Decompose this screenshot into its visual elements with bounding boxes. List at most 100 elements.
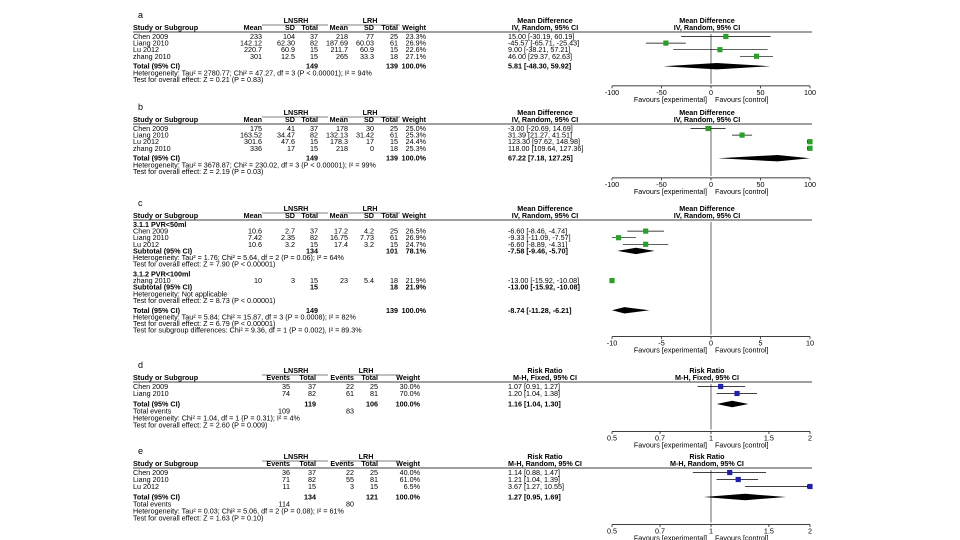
effect-estimate-ci: -3.00 [-20.69, 14.69] [508,124,573,133]
study-label: Total (95% CI) [133,154,181,163]
panel-letter: b [138,102,143,112]
footnote: Heterogeneity: Tau² = 2780.77; Chi² = 47… [133,68,372,77]
row-cell: 37 [310,227,318,236]
row-cell: 25 [370,468,378,477]
study-label: Liang 2010 [133,39,169,48]
study-estimate-square [735,476,741,483]
study-label: Chen 2009 [133,382,168,391]
col-header-total: Total [301,211,318,220]
row-cell: 178 [336,124,348,133]
x-tick-label: 100 [804,180,816,189]
row-cell: 34.47 [277,131,295,140]
row-cell: 6.5% [404,482,421,491]
effect-estimate-ci: 31.39 [21.27, 41.51] [508,131,572,140]
row-cell: 82 [310,39,318,48]
study-label: Liang 2010 [133,475,169,484]
favours-control-label: Favours [control] [715,95,769,104]
row-cell: 26.9% [406,39,427,48]
row-cell: 3.2 [364,240,374,249]
row-cell: 163.52 [240,131,262,140]
footnote: Heterogeneity: Tau² = 3678.87; Chi² = 23… [133,160,376,169]
pooled-diamond [612,307,650,314]
ctl-group-header: LRH [363,16,378,25]
row-cell: 100.0% [396,400,421,409]
footnote: Test for overall effect: Z = 8.73 (P < 0… [133,296,275,305]
row-cell: 106 [366,400,378,409]
x-tick-label: 2 [808,527,812,536]
col-header-weight: Total [361,373,378,382]
study-label: Chen 2009 [133,32,168,41]
x-tick-label: -50 [656,180,666,189]
study-estimate-square [643,241,649,247]
pooled-diamond [703,493,786,501]
row-cell: 22 [346,382,354,391]
favours-control-label: Favours [control] [715,187,769,196]
subgroup-heading: 3.1.2 PVR<100ml [133,270,190,279]
row-cell: 15 [390,45,398,54]
study-label: Lu 2012 [133,482,159,491]
panel-letter: a [138,10,143,20]
footnote: Heterogeneity: Tau² = 5.84; Chi² = 15.87… [133,312,356,321]
study-estimate-square [807,483,813,490]
forest-panel-a: a LNSRH LRH Mean Difference Mean Difference S… [133,10,816,104]
x-tick-label: 0.5 [607,527,617,536]
favours-control-label: Favours [control] [715,534,769,540]
col-header-mean: Events [266,459,290,468]
row-cell: 100.0% [396,493,421,502]
x-tick-label: 100 [804,88,816,97]
study-label: Liang 2010 [133,233,169,242]
effect-estimate-ci: 1.14 [0.88, 1.47] [508,468,560,477]
row-cell: 17.2 [334,227,348,236]
row-cell: 22.6% [406,45,427,54]
row-cell: 18 [390,144,398,153]
x-tick-label: 0 [709,88,713,97]
effect-estimate-ci: -9.33 [-11.09, -7.57] [508,233,571,242]
col-header-mean: Mean [330,115,348,124]
row-cell: 3 [291,276,295,285]
row-cell: 62.30 [277,39,295,48]
row-cell: 134 [306,246,318,255]
row-cell: 26.5% [406,227,427,236]
row-cell: 15 [310,45,318,54]
subgroup-heading: 3.1.1 PVR<50ml [133,220,186,229]
effect-estimate-ci: 118.00 [109.64, 127.36] [508,144,583,153]
row-cell: 15 [390,240,398,249]
effect-estimate-ci: -6.60 [-8.46, -4.74] [508,227,567,236]
study-label: Lu 2012 [133,240,159,249]
row-cell: 21.9% [406,276,427,285]
row-cell: 187.69 [326,39,348,48]
row-cell: 101 [386,246,398,255]
col-header-extra: Weight [396,373,420,382]
row-cell: 82 [310,233,318,242]
row-cell: 10.6 [248,227,262,236]
row-cell: 109 [278,407,290,416]
col-header-mean: Events [266,373,290,382]
footnote: Test for overall effect: Z = 2.19 (P = 0… [133,167,263,176]
row-cell: 35 [282,382,290,391]
effect-group-header: Risk Ratio [527,452,563,461]
row-cell: 37 [308,468,316,477]
row-cell: 18 [390,276,398,285]
study-col-header: Study or Subgroup [133,211,199,220]
panel-letter: c [138,198,143,208]
row-cell: 12.5 [281,52,295,61]
plot-title: Mean Difference [679,16,735,25]
footnote: Heterogeneity: Not applicable [133,289,227,298]
effect-group-header: Mean Difference [517,108,573,117]
col-header-extra: Weight [396,459,420,468]
row-cell: 27.1% [406,52,427,61]
study-estimate-square [718,383,724,390]
effect-group-header: Risk Ratio [527,366,563,375]
row-cell: 5.4 [364,276,374,285]
forest-panel-e: e LNSRH LRH Risk Ratio Risk Ratio Study or Su… [133,446,813,540]
footnote: Test for overall effect: Z = 6.79 (P < 0… [133,319,275,328]
study-label: Chen 2009 [133,124,168,133]
study-label: Subtotal (95% CI) [133,283,193,292]
row-cell: 24.4% [406,137,427,146]
study-col-header: Study or Subgroup [133,373,199,382]
row-cell: 121 [366,493,378,502]
col-header-total: Total [301,115,318,124]
row-cell: 11 [283,482,290,491]
plot-method-header: M-H, Random, 95% CI [670,459,744,468]
study-estimate-square [753,53,760,59]
